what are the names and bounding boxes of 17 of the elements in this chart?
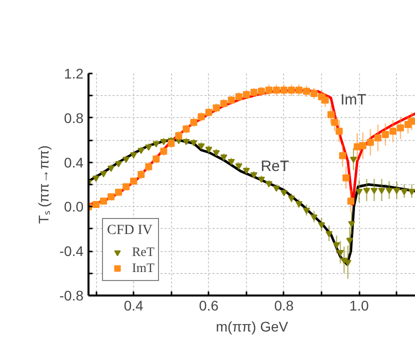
x-axis-title: m(ππ) GeV: [216, 318, 289, 334]
annotation: ImT: [340, 92, 366, 109]
y-tick-label: 0.0: [64, 198, 84, 215]
annotation: ReT: [260, 158, 290, 176]
x-tick-label: 0.8: [274, 298, 294, 314]
legend-title: CFD IV: [107, 223, 154, 239]
y-tick-label: 1.2: [64, 66, 84, 82]
y-tick-label: -0.4: [59, 243, 84, 260]
y-tick-label: -0.8: [59, 288, 84, 304]
y-tick-label: 0.8: [64, 110, 84, 126]
x-tick-label: 0.4: [124, 298, 144, 314]
legend-label: ReT: [132, 244, 154, 260]
legend-label: ImT: [132, 260, 154, 276]
y-tick-label: 0.4: [64, 154, 84, 170]
x-tick-label: 0.6: [199, 298, 219, 314]
y-axis-title: Tₛ (ππ→ππ): [35, 145, 52, 224]
x-tick-label: 1.0: [349, 298, 370, 314]
